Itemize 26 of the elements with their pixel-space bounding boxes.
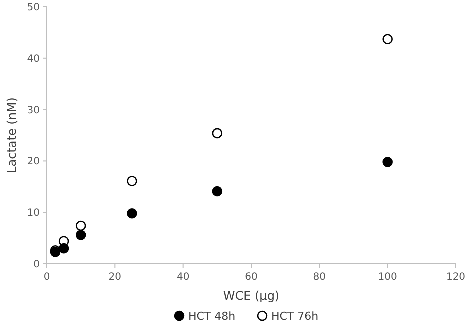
x-tick-label: 20 <box>108 272 122 283</box>
legend-label: HCT 76h <box>272 310 319 323</box>
point <box>76 230 86 240</box>
y-tick-label: 50 <box>27 2 40 14</box>
y-tick-label: 20 <box>27 156 40 168</box>
point <box>212 186 223 197</box>
point <box>212 128 223 139</box>
x-tick-label: 100 <box>378 272 398 283</box>
point <box>76 220 86 232</box>
x-tick-label: 120 <box>446 272 466 283</box>
y-tick-label: 10 <box>27 208 40 220</box>
point <box>382 34 393 45</box>
point <box>382 157 393 168</box>
y-tick-label: 0 <box>34 260 40 270</box>
legend-label: HCT 48h <box>188 310 236 323</box>
x-tick-label: 80 <box>313 272 326 283</box>
point <box>58 243 70 254</box>
point <box>127 208 138 219</box>
x-tick-label: 60 <box>245 272 258 283</box>
y-tick-label: 40 <box>27 54 40 65</box>
x-tick-label: 40 <box>176 272 190 283</box>
x-axis-title: WCE (µg) <box>223 289 280 303</box>
x-tick-label: 0 <box>44 272 50 283</box>
point <box>127 176 138 186</box>
y-tick-label: 30 <box>27 105 40 116</box>
y-axis-title: Lactate (nM) <box>5 98 19 174</box>
